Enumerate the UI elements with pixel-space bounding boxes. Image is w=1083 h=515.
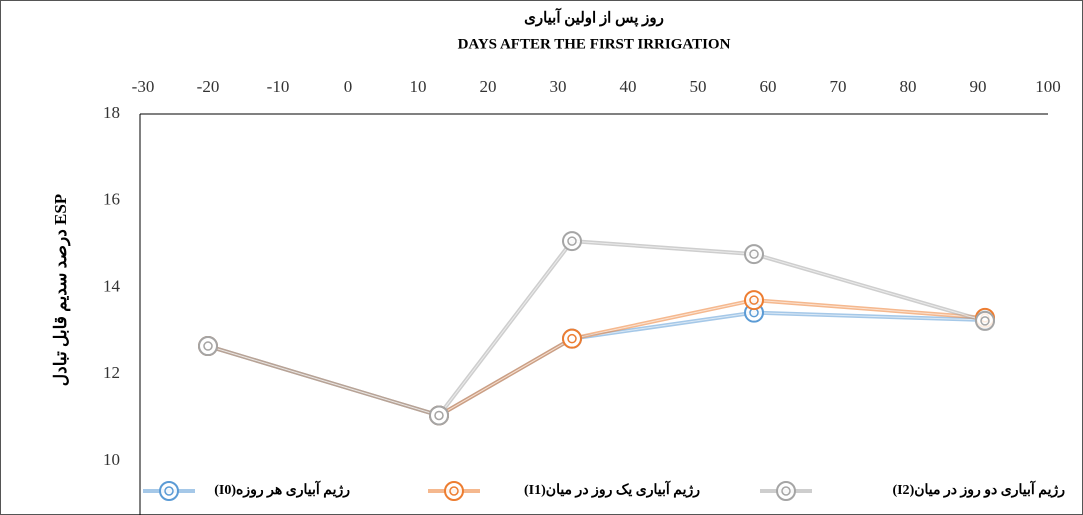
x-tick-label: 60 (760, 77, 777, 96)
marker (429, 405, 449, 426)
legend-label: رژیم آبیاری هر روزه(I0) (214, 480, 350, 498)
x-tick-label: 100 (1035, 77, 1061, 96)
marker-inner (434, 410, 444, 421)
x-tick-label: 20 (480, 77, 497, 96)
marker (198, 336, 218, 357)
x-tick-label: 40 (620, 77, 637, 96)
marker (444, 481, 464, 501)
marker-inner (164, 486, 174, 496)
marker-inner (567, 333, 577, 344)
marker (159, 481, 179, 501)
marker (975, 310, 995, 331)
marker-inner (749, 295, 759, 305)
x-axis-title-en: DAYS AFTER THE FIRST IRRIGATION (458, 36, 731, 52)
y-tick-label: 10 (103, 450, 120, 469)
marker-inner (567, 236, 577, 246)
marker-inner (203, 341, 213, 351)
x-tick-label: 10 (410, 77, 427, 96)
x-tick-label: 70 (830, 77, 847, 96)
marker-inner (749, 249, 759, 259)
x-tick-label: -30 (132, 77, 155, 96)
x-axis-title: روز پس از اولین آبیاری (524, 7, 664, 27)
marker (776, 481, 796, 501)
x-tick-label: 50 (690, 77, 707, 96)
x-tick-label: -20 (197, 77, 220, 96)
y-tick-label: 12 (103, 363, 120, 382)
legend-label: رژیم آبیاری دو روز در میان(I2) (892, 480, 1065, 498)
y-tick-label: 14 (103, 276, 121, 295)
x-tick-label: -10 (267, 77, 290, 96)
legend-label: رژیم آبیاری یک روز در میان(I1) (524, 480, 700, 498)
y-axis-title: درصد سدیم قابل تبادل ESP (51, 194, 71, 386)
marker-inner (449, 486, 459, 496)
marker (562, 328, 582, 349)
x-tick-label: 0 (344, 77, 353, 96)
marker (744, 290, 764, 311)
marker (562, 231, 582, 252)
y-tick-label: 16 (103, 190, 120, 209)
x-tick-label: 30 (550, 77, 567, 96)
marker-inner (781, 486, 791, 496)
marker-inner (980, 316, 990, 326)
y-tick-label: 18 (103, 103, 120, 122)
x-tick-label: 80 (900, 77, 917, 96)
x-tick-label: 90 (970, 77, 987, 96)
marker (744, 244, 764, 265)
